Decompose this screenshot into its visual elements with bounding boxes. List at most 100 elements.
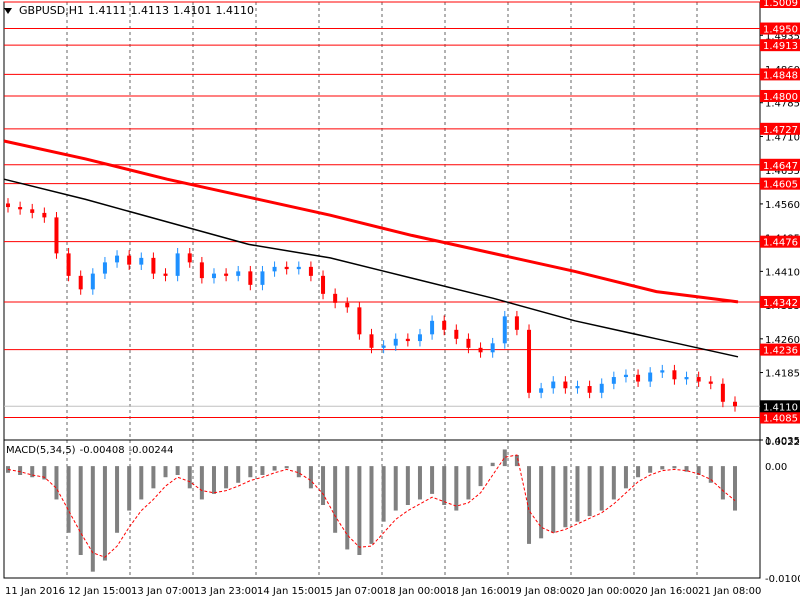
candle-body: [623, 374, 628, 378]
macd-histogram-bar: [551, 466, 556, 533]
y-tick-label: 1.4710: [765, 132, 800, 143]
macd-histogram-bar: [345, 466, 350, 550]
candle-body: [442, 320, 447, 330]
candle-body: [733, 401, 737, 407]
macd-histogram-bar: [357, 466, 362, 555]
x-tick-label: 11 Jan 2016: [5, 586, 65, 597]
candle-body: [587, 386, 592, 393]
open-value: 1.4111: [87, 4, 127, 17]
candle-body: [466, 338, 471, 348]
level-label: 1.4800: [763, 92, 798, 103]
candle-body: [187, 253, 192, 263]
candle-body: [454, 329, 459, 339]
candle-body: [42, 212, 47, 218]
level-label: 1.4085: [763, 414, 798, 425]
macd-histogram-bar: [66, 466, 71, 533]
candle-body: [369, 334, 374, 348]
candle-body: [199, 262, 204, 279]
candle-body: [381, 345, 386, 348]
macd-histogram-bar: [720, 466, 725, 500]
candle-body: [527, 329, 532, 393]
macd-histogram-bar: [405, 466, 410, 505]
candle-body: [502, 316, 507, 344]
macd-histogram-bar: [187, 466, 192, 489]
macd-histogram-bar: [696, 466, 701, 475]
y-tick-label: 1.4260: [765, 335, 800, 346]
level-label-box: [760, 177, 800, 190]
high-value: 1.4113: [130, 4, 169, 17]
macd-histogram-bar: [260, 466, 265, 475]
macd-histogram-bar: [539, 466, 544, 539]
macd-histogram-bar: [527, 466, 532, 544]
candle-body: [405, 338, 410, 342]
y-tick-label: 1.4560: [765, 200, 800, 211]
level-label-box: [760, 295, 800, 308]
level-label: 1.4476: [763, 238, 798, 249]
level-label: 1.4605: [763, 180, 798, 191]
x-tick-label: 21 Jan 08:00: [698, 586, 761, 597]
y-tick-label: 1.4035: [765, 436, 800, 447]
candle-body: [417, 334, 422, 342]
macd-histogram-bar: [308, 466, 313, 489]
macd-histogram-bar: [587, 466, 592, 517]
candle-body: [599, 383, 604, 393]
candle-body: [708, 381, 713, 384]
level-label: 1.4950: [763, 25, 798, 36]
y-tick-label: 1.4635: [765, 166, 800, 177]
macd-histogram-bar: [599, 466, 604, 511]
y-tick-label: 1.4935: [765, 31, 800, 42]
candle-body: [539, 388, 544, 393]
macd-histogram-bar: [575, 466, 580, 522]
candle-body: [175, 253, 180, 276]
macd-histogram-bar: [236, 466, 241, 483]
macd-histogram-bar: [648, 466, 653, 473]
level-label-box: [760, 0, 800, 8]
level-label-box: [760, 89, 800, 102]
candle-body: [54, 217, 59, 254]
macd-histogram-bar: [199, 466, 204, 500]
candle-body: [30, 209, 35, 213]
macd-tick-label: -0.01007: [765, 574, 800, 585]
candle-body: [296, 266, 301, 270]
candle-body: [78, 275, 83, 290]
x-tick-label: 12 Jan 15:00: [68, 586, 131, 597]
candle-body: [151, 257, 156, 274]
level-label: 1.4236: [763, 346, 798, 357]
level-label-box: [760, 411, 800, 424]
level-label: 1.4848: [763, 70, 798, 81]
close-value: 1.4110: [215, 4, 254, 17]
candle-body: [672, 370, 677, 380]
macd-histogram-bar: [333, 466, 338, 533]
macd-histogram-bar: [211, 466, 216, 494]
macd-histogram-bar: [660, 466, 665, 470]
candle-body: [127, 255, 132, 265]
ma-long-line: [3, 139, 739, 304]
macd-tick-label: 0.00: [765, 462, 787, 473]
candle-body: [636, 374, 641, 382]
macd-histogram-bar: [42, 466, 47, 480]
symbol-label: GBPUSD,H1: [19, 4, 84, 17]
candle-body: [163, 273, 168, 276]
macd-label: MACD(5,34,5): [6, 445, 76, 456]
macd-histogram-bar: [224, 466, 229, 489]
candle-body: [611, 377, 616, 384]
candle-body: [308, 266, 313, 276]
macd-histogram-bar: [611, 466, 616, 500]
macd-histogram-bar: [248, 466, 253, 478]
level-label: 1.4342: [763, 298, 798, 309]
level-label-box: [760, 235, 800, 248]
candle-body: [211, 273, 216, 279]
macd-header: MACD(5,34,5) -0.00408 -0.00244: [6, 445, 174, 456]
macd-histogram-bar: [272, 466, 277, 471]
macd-main-value: -0.00408: [79, 445, 125, 456]
candle-body: [18, 207, 23, 210]
macd-histogram-bar: [115, 466, 120, 533]
candle-body: [272, 266, 277, 272]
level-label-box: [760, 22, 800, 35]
dropdown-triangle-icon[interactable]: [4, 7, 12, 14]
macd-histogram-bar: [321, 466, 326, 505]
macd-histogram-bar: [139, 466, 144, 500]
level-label-box: [760, 68, 800, 81]
level-label-box: [760, 343, 800, 356]
macd-histogram-bar: [490, 462, 495, 467]
